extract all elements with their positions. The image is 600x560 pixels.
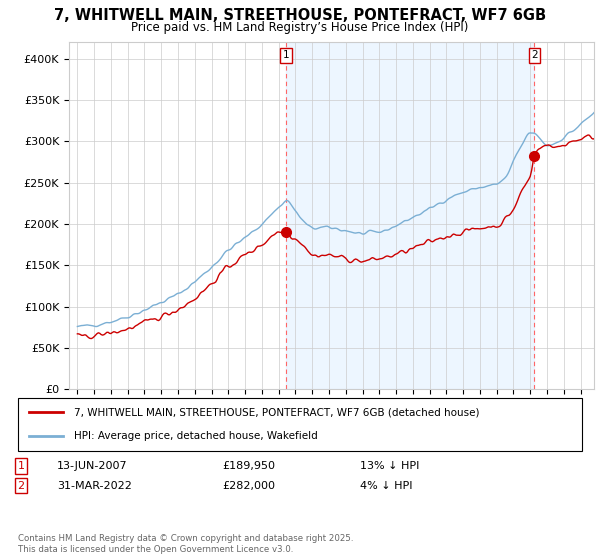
Text: HPI: Average price, detached house, Wakefield: HPI: Average price, detached house, Wake… xyxy=(74,431,318,441)
Text: £189,950: £189,950 xyxy=(222,461,275,471)
Text: 7, WHITWELL MAIN, STREETHOUSE, PONTEFRACT, WF7 6GB (detached house): 7, WHITWELL MAIN, STREETHOUSE, PONTEFRAC… xyxy=(74,408,480,418)
Text: 13-JUN-2007: 13-JUN-2007 xyxy=(57,461,128,471)
Text: £282,000: £282,000 xyxy=(222,480,275,491)
Text: 31-MAR-2022: 31-MAR-2022 xyxy=(57,480,132,491)
Text: 1: 1 xyxy=(283,50,290,60)
Text: 7, WHITWELL MAIN, STREETHOUSE, PONTEFRACT, WF7 6GB: 7, WHITWELL MAIN, STREETHOUSE, PONTEFRAC… xyxy=(54,8,546,24)
Text: 1: 1 xyxy=(17,461,25,471)
FancyBboxPatch shape xyxy=(18,398,582,451)
Text: 4% ↓ HPI: 4% ↓ HPI xyxy=(360,480,413,491)
Text: Price paid vs. HM Land Registry’s House Price Index (HPI): Price paid vs. HM Land Registry’s House … xyxy=(131,21,469,34)
Text: 2: 2 xyxy=(531,50,538,60)
Text: 2: 2 xyxy=(17,480,25,491)
Text: Contains HM Land Registry data © Crown copyright and database right 2025.
This d: Contains HM Land Registry data © Crown c… xyxy=(18,534,353,554)
Text: 13% ↓ HPI: 13% ↓ HPI xyxy=(360,461,419,471)
